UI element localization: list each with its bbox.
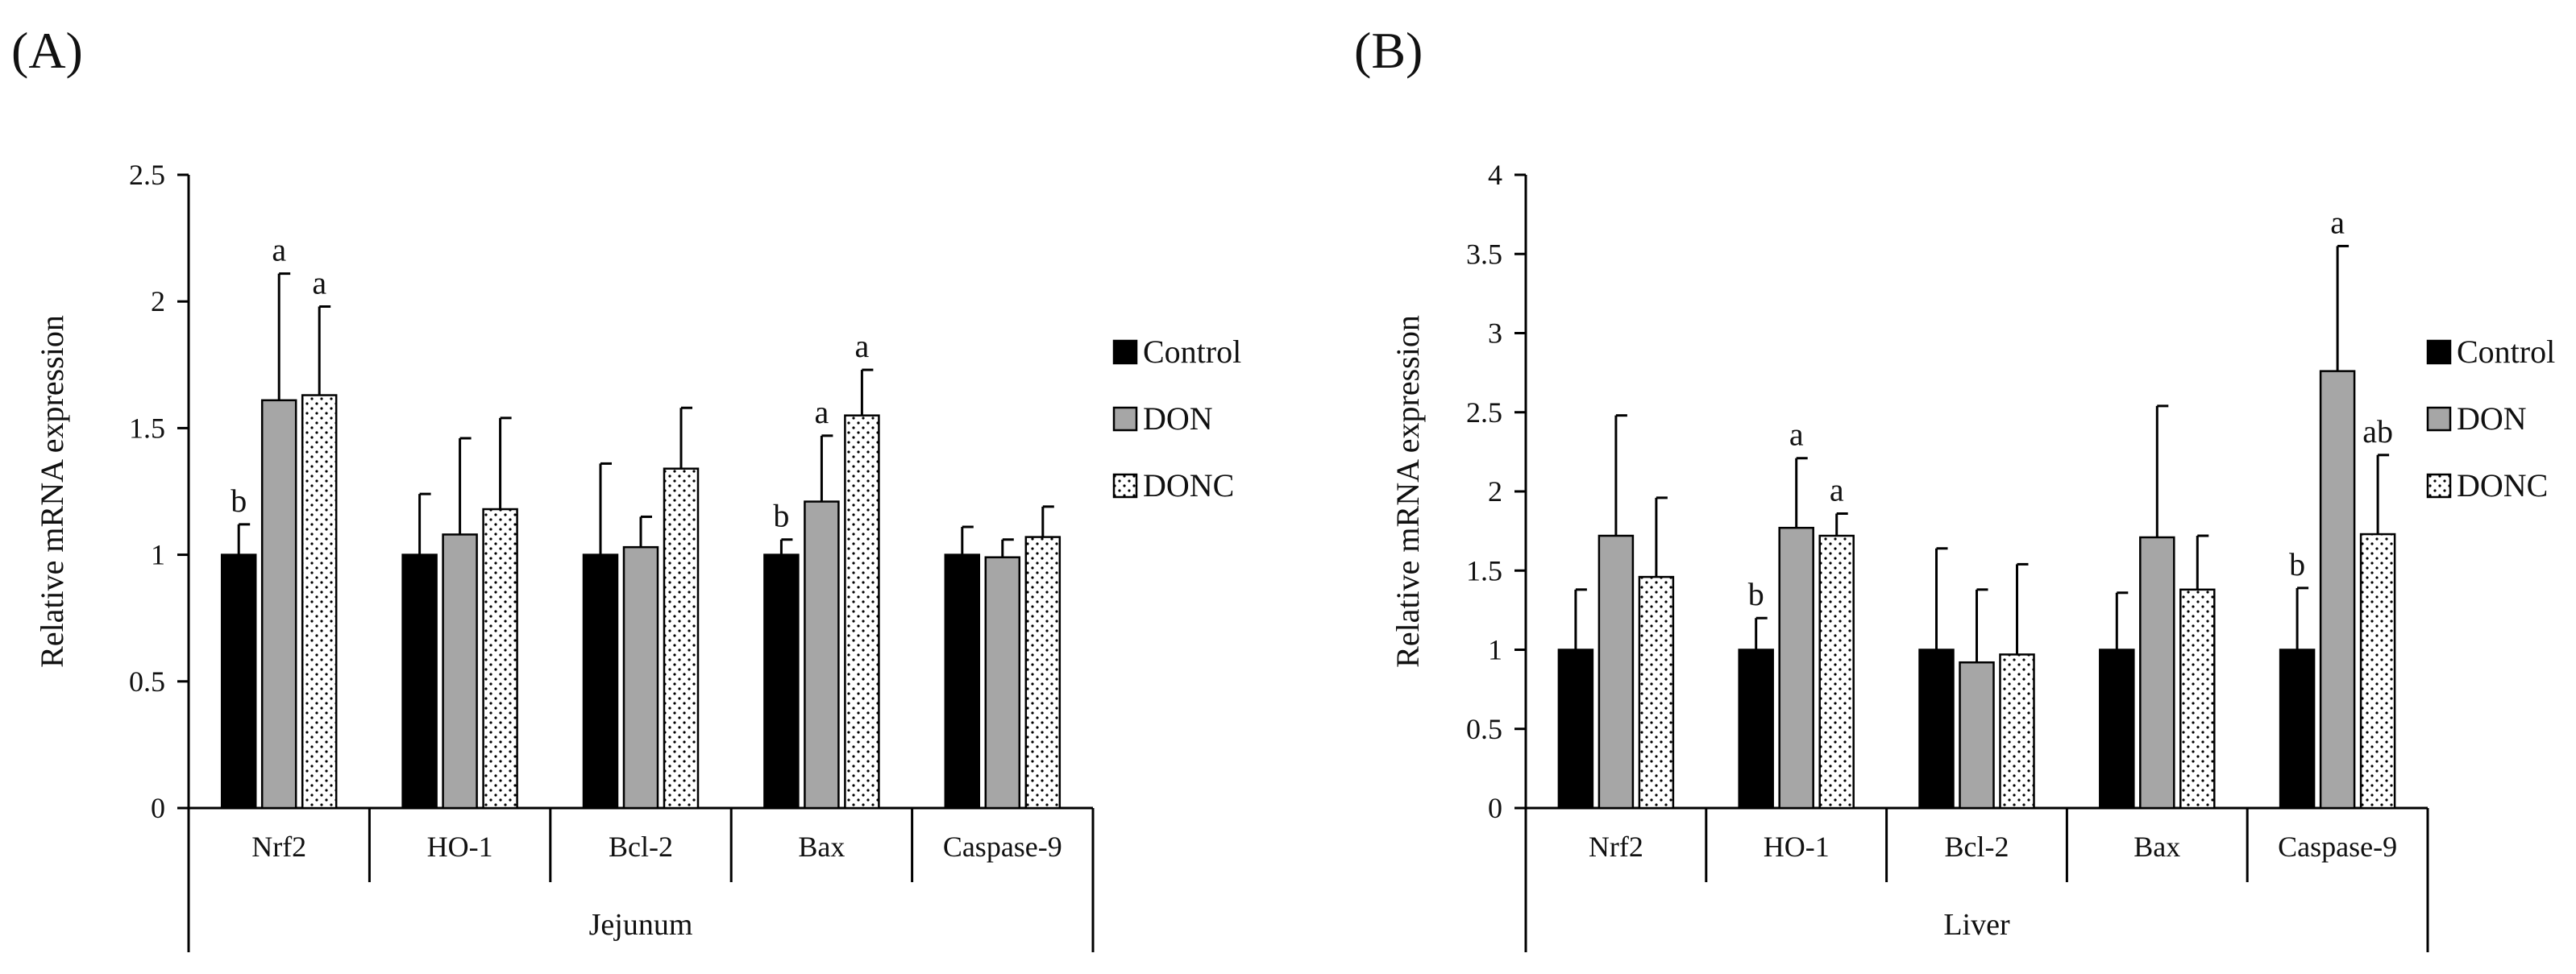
y-tick-label: 0.5	[1466, 713, 1502, 745]
significance-label: a	[855, 328, 870, 364]
legend-label-control: Control	[1143, 334, 1241, 370]
significance-label: a	[272, 232, 286, 268]
bar-donc-caspase-9	[2359, 533, 2396, 810]
bar-control-nrf2	[220, 553, 257, 810]
bar-don-bax	[2139, 536, 2175, 810]
y-tick-label: 0	[151, 792, 165, 824]
bar-don-ho-1	[442, 533, 478, 810]
y-tick-label: 2	[151, 285, 165, 317]
chart-panel-b: (B) 0 0.5 1 1.5 2 2.5 3 3.5 4 Relative mRNA expres…	[1354, 22, 2555, 952]
bar-don-caspase-9	[2319, 370, 2356, 810]
legend-swatch-donc	[1112, 473, 1138, 499]
significance-label: ab	[2362, 413, 2393, 450]
x-category-label: Caspase-9	[943, 831, 1062, 863]
legend-swatch-control	[2426, 339, 2452, 365]
y-tick-label: 4	[1488, 159, 1502, 191]
bar-donc-ho-1	[1818, 534, 1855, 810]
bar-donc-caspase-9	[1024, 536, 1062, 810]
legend-label-don: DON	[2457, 400, 2527, 437]
x-category-label: Caspase-9	[2278, 831, 2397, 863]
bar-control-bax	[2099, 649, 2135, 810]
y-axis-label: Relative mRNA expression	[34, 315, 70, 668]
x-category-label: Nrf2	[251, 831, 306, 863]
bar-donc-bcl-2	[663, 467, 700, 810]
x-group-label: Jejunum	[589, 908, 693, 942]
legend-swatch-donc	[2426, 473, 2452, 499]
bar-control-bcl-2	[582, 553, 619, 810]
legend-swatch-don	[1112, 406, 1138, 432]
bar-donc-ho-1	[482, 508, 518, 810]
chart-panel-a: (A) 0 0.5 1 1.5 2 2.5 Relative mRNA expression N…	[11, 22, 1241, 952]
bar-donc-bax	[844, 414, 880, 810]
y-tick-label: 3.5	[1466, 238, 1502, 270]
x-category-label: Bcl-2	[1945, 831, 2009, 863]
legend-label-donc: DONC	[1143, 467, 1234, 504]
y-tick-label: 3	[1488, 317, 1502, 350]
y-tick-label: 1	[1488, 634, 1502, 666]
x-category-label: Bax	[2134, 831, 2180, 863]
x-category-label: HO-1	[1764, 831, 1830, 863]
panel-label: (B)	[1354, 22, 1423, 79]
legend-swatch-control	[1112, 339, 1138, 365]
y-tick-label: 2	[1488, 475, 1502, 508]
bar-control-ho-1	[401, 553, 438, 810]
bar-don-bax	[804, 500, 840, 810]
bar-don-bcl-2	[1959, 661, 1995, 810]
significance-label: a	[1830, 472, 1844, 508]
bar-donc-bax	[2179, 588, 2216, 810]
y-tick-label: 2.5	[129, 159, 165, 191]
legend-label-control: Control	[2457, 334, 2555, 370]
significance-label: a	[1789, 417, 1804, 453]
y-axis-label: Relative mRNA expression	[1390, 315, 1426, 668]
panel-label: (A)	[11, 22, 83, 79]
significance-label: b	[2289, 546, 2305, 582]
bar-don-nrf2	[260, 399, 297, 810]
legend-label-don: DON	[1143, 400, 1213, 437]
x-category-label: Bcl-2	[609, 831, 673, 863]
significance-label: a	[815, 394, 829, 430]
bar-donc-nrf2	[1638, 575, 1675, 810]
significance-label: a	[2330, 204, 2345, 240]
significance-label: b	[231, 483, 247, 519]
y-tick-label: 1.5	[1466, 554, 1502, 586]
bar-don-caspase-9	[984, 556, 1021, 810]
bar-donc-nrf2	[301, 394, 338, 810]
y-tick-label: 1.5	[129, 412, 165, 444]
y-tick-label: 0.5	[129, 665, 165, 698]
significance-label: b	[1748, 576, 1764, 612]
significance-label: a	[312, 264, 326, 300]
bar-don-nrf2	[1598, 534, 1635, 810]
y-tick-label: 2.5	[1466, 396, 1502, 429]
x-group-label: Liver	[1943, 908, 2010, 942]
bar-control-caspase-9	[944, 553, 981, 810]
bar-control-bax	[763, 553, 800, 810]
y-tick-label: 0	[1488, 792, 1502, 824]
bar-control-bcl-2	[1918, 649, 1955, 810]
significance-label: b	[773, 498, 789, 534]
y-tick-label: 1	[151, 539, 165, 571]
legend-label-donc: DONC	[2457, 467, 2548, 504]
bar-don-bcl-2	[622, 545, 659, 810]
bar-don-ho-1	[1778, 526, 1814, 810]
bar-control-ho-1	[1738, 649, 1774, 810]
legend-swatch-don	[2426, 406, 2452, 432]
x-category-label: Nrf2	[1589, 831, 1643, 863]
x-category-label: Bax	[798, 831, 845, 863]
bar-control-nrf2	[1557, 649, 1594, 810]
bar-control-caspase-9	[2279, 649, 2316, 810]
bar-donc-bcl-2	[1999, 653, 2035, 810]
x-category-label: HO-1	[427, 831, 493, 863]
